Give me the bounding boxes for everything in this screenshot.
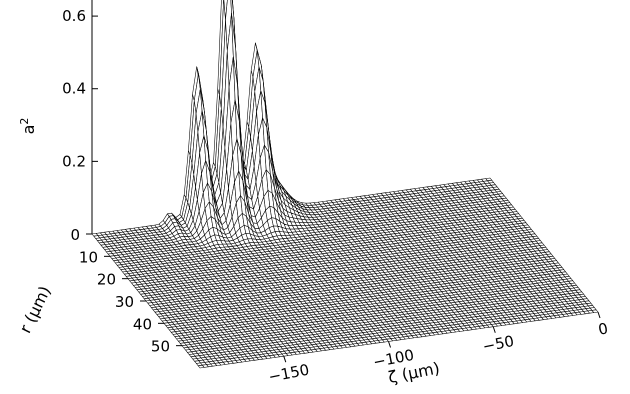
- y-tick-label: 30: [115, 293, 134, 311]
- z-tick-label: 0.4: [62, 80, 86, 98]
- y-tick-label: 20: [97, 271, 116, 289]
- y-tick-label: 10: [79, 248, 98, 266]
- y-axis-label: r (μm): [16, 283, 55, 336]
- y-tick-label: 0: [70, 226, 80, 244]
- y-tick-label: 50: [151, 338, 170, 356]
- x-tick-label: −50: [481, 332, 516, 356]
- x-tick-mark: [388, 341, 392, 348]
- z-tick-label: 0.6: [62, 7, 86, 25]
- x-tick-label: −150: [267, 361, 311, 387]
- x-tick-label: 0: [597, 319, 610, 338]
- axes: [86, 0, 601, 363]
- x-tick-mark: [597, 311, 601, 319]
- y-tick-label: 40: [133, 315, 152, 333]
- z-tick-label: 0.2: [62, 152, 86, 170]
- surface-mesh: [91, 0, 599, 369]
- x-tick-mark: [492, 326, 496, 333]
- z-axis-label: a2: [18, 118, 38, 135]
- x-tick-mark: [283, 356, 287, 363]
